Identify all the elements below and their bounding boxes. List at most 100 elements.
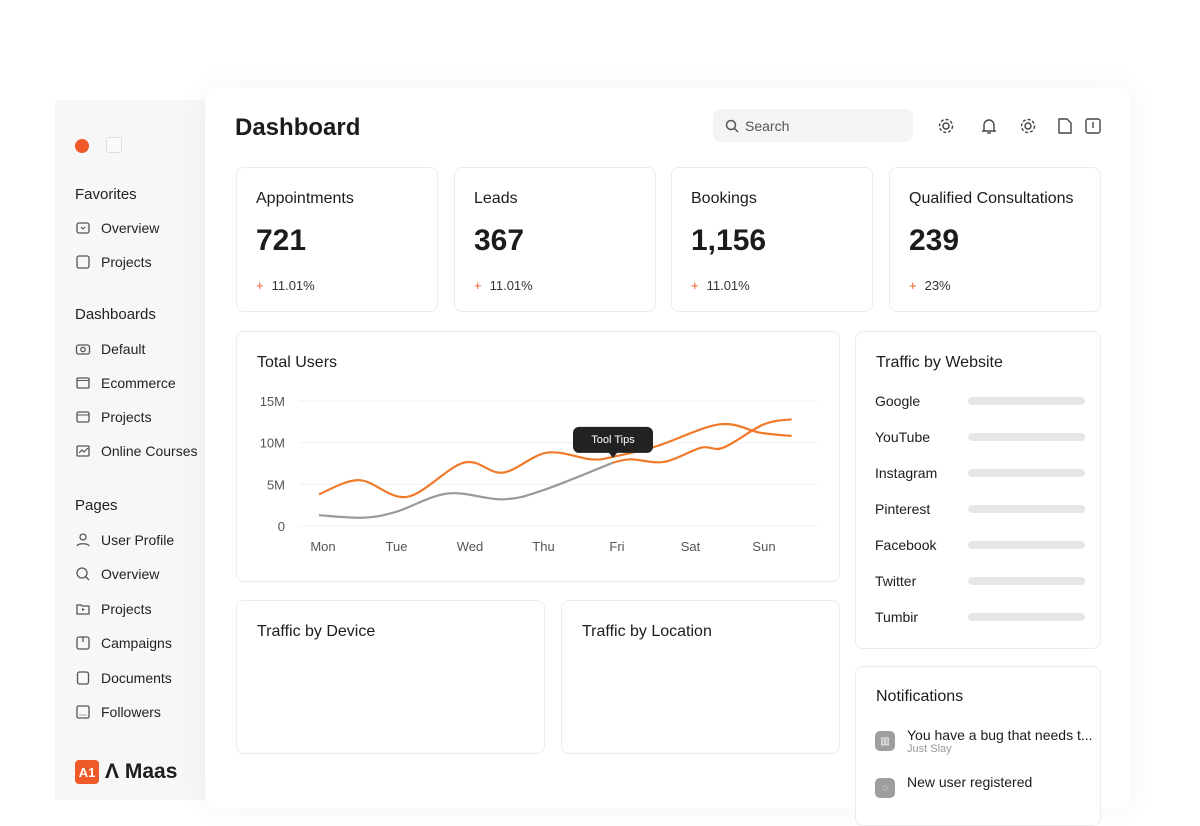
favorites-heading: Favorites	[75, 186, 137, 203]
total-users-chart: 0 5M 10M 15M Mon Tue Wed Thu Fri Sat Sun Tool Tips	[260, 394, 817, 554]
sidebar-toggle-icon[interactable]	[1084, 117, 1102, 135]
series-line-2	[612, 418, 792, 464]
page-title: Dashboard	[235, 114, 361, 141]
user-icon	[76, 533, 90, 547]
stat-label: Qualified Consultations	[909, 190, 1074, 207]
chevron-box-icon	[76, 222, 90, 234]
sidebar-item-label: Projects	[101, 600, 152, 617]
y-tick-label: 15M	[260, 394, 285, 409]
notification-text: New user registered	[907, 774, 1033, 790]
x-tick-label: Fri	[609, 539, 624, 554]
document-icon[interactable]	[1056, 117, 1074, 135]
sidebar-item-followers[interactable]: Followers	[75, 704, 161, 720]
plus-icon: +	[909, 278, 917, 293]
pages-heading: Pages	[75, 497, 118, 514]
stat-card-qualified-consultations: Qualified Consultations 239 +23%	[889, 167, 1101, 312]
notification-item[interactable]: ◌ New user registered	[875, 774, 1097, 798]
logo-text: Λ Maas	[105, 760, 178, 783]
gear-icon[interactable]	[1019, 117, 1037, 135]
stat-change: +11.01%	[474, 278, 533, 293]
stat-change-value: 11.01%	[271, 278, 315, 293]
x-tick-label: Tue	[386, 539, 408, 554]
tooltip	[573, 426, 653, 458]
plus-icon: +	[691, 278, 699, 293]
bell-icon[interactable]	[980, 117, 998, 135]
website-name: Instagram	[875, 465, 938, 481]
window-icon	[76, 377, 90, 389]
sidebar-item-ecommerce[interactable]: Ecommerce	[75, 375, 176, 391]
stat-change: +23%	[909, 278, 951, 293]
bug-icon: ▥	[875, 731, 895, 751]
stat-label: Appointments	[256, 190, 354, 207]
search-input[interactable]: Search	[713, 109, 913, 142]
search-icon	[725, 119, 739, 133]
website-name: Pinterest	[875, 501, 931, 517]
total-users-title: Total Users	[257, 354, 338, 371]
traffic-device-card: Traffic by Device	[236, 600, 545, 754]
sidebar-item-label: Documents	[101, 669, 172, 686]
x-tick-label: Wed	[457, 539, 484, 554]
y-tick-label: 5M	[267, 477, 285, 492]
stat-value: 239	[909, 224, 960, 257]
tooltip-text: Tool Tips	[591, 434, 635, 446]
sidebar-item-label: Projects	[101, 254, 152, 270]
traffic-website-card: Traffic by Website Google YouTube Instagra…	[855, 331, 1101, 649]
sidebar-item-projects[interactable]: Projects	[75, 601, 152, 617]
search-placeholder: Search	[745, 117, 790, 134]
total-users-card: Total Users 0 5M 10M 15M Mon Tue Wed Thu Fri Sat S…	[236, 331, 840, 582]
sidebar-item-label: Ecommerce	[101, 375, 176, 391]
x-tick-label: Mon	[310, 539, 335, 554]
y-tick-label: 0	[278, 519, 285, 534]
website-row: Facebook	[875, 537, 1085, 553]
website-row: YouTube	[875, 429, 1085, 445]
x-tick-label: Thu	[532, 539, 554, 554]
website-bar	[968, 505, 1085, 513]
website-name: Google	[875, 393, 921, 409]
notification-item[interactable]: ▥ You have a bug that needs t... Just Sla…	[875, 727, 1097, 755]
website-row: Twitter	[875, 573, 1085, 589]
stat-change: +11.01%	[691, 278, 750, 293]
sidebar-item-projects[interactable]: Projects	[75, 409, 152, 425]
website-bar	[968, 613, 1085, 621]
plus-icon: +	[474, 278, 482, 293]
sidebar-item-label: Followers	[101, 704, 161, 720]
website-bar	[968, 397, 1085, 405]
sidebar-item-overview[interactable]: Overview	[75, 566, 159, 582]
sidebar-item-label: Overview	[101, 566, 160, 583]
settings-icon[interactable]	[937, 117, 955, 135]
sidebar-item-label: Projects	[101, 409, 152, 425]
square-icon	[76, 255, 90, 269]
stat-card-appointments: Appointments 721 +11.01%	[236, 167, 438, 312]
website-row: Instagram	[875, 465, 1085, 481]
stat-value: 721	[256, 224, 307, 257]
website-name: YouTube	[875, 429, 931, 445]
camera-icon	[75, 344, 91, 355]
stat-card-bookings: Bookings 1,156 +11.01%	[671, 167, 873, 312]
sidebar-item-overview[interactable]: Overview	[75, 220, 159, 236]
sidebar: Favorites Dashboards Pages A1 Λ Maas Over…	[55, 100, 205, 800]
stat-card-leads: Leads 367 +11.01%	[454, 167, 656, 312]
series-line-0	[318, 422, 792, 499]
website-row: Google	[875, 393, 1085, 409]
sidebar-item-default[interactable]: Default	[75, 341, 145, 357]
sidebar-item-label: Default	[101, 341, 146, 357]
close-dot-icon[interactable]	[75, 139, 89, 153]
notification-text: You have a bug that needs t...	[907, 727, 1093, 743]
website-bar	[968, 433, 1085, 441]
sidebar-item-label: Overview	[101, 220, 160, 236]
sidebar-item-projects[interactable]: Projects	[75, 254, 152, 270]
plus-icon: +	[256, 278, 264, 293]
x-tick-label: Sun	[752, 539, 775, 554]
stat-label: Leads	[474, 190, 518, 207]
sidebar-item-online-courses[interactable]: Online Courses	[75, 443, 198, 459]
folder-icon	[76, 411, 90, 423]
sidebar-item-campaigns[interactable]: Campaigns	[75, 635, 172, 651]
window-toggle-icon[interactable]	[106, 137, 122, 153]
sidebar-item-documents[interactable]: Documents	[75, 670, 172, 686]
website-name: Tumbir	[875, 609, 919, 625]
document-icon	[76, 670, 90, 685]
traffic-location-title: Traffic by Location	[582, 623, 712, 640]
sidebar-item-user-profile[interactable]: User Profile	[75, 532, 174, 548]
dashboards-heading: Dashboards	[75, 306, 156, 323]
website-bar	[968, 577, 1085, 585]
